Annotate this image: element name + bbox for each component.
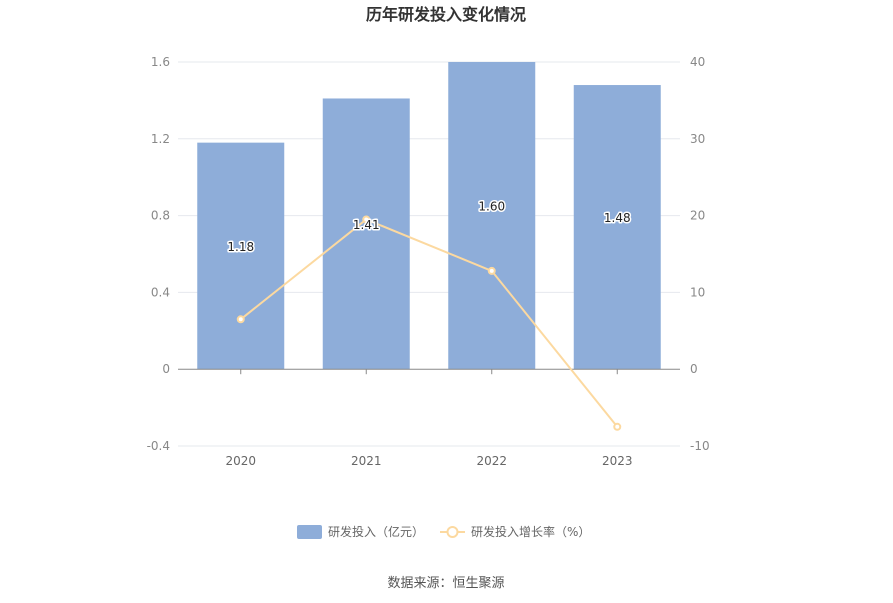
left-tick-label: 0.8 xyxy=(151,209,170,223)
right-tick-label: 20 xyxy=(690,209,705,223)
bar-value-label: 1.60 xyxy=(478,200,505,214)
legend-swatch-marker xyxy=(446,526,459,538)
left-tick-label: 1.6 xyxy=(151,55,170,69)
line-series xyxy=(236,215,622,431)
data-labels: 1.18 1.41 1.60 1.48 xyxy=(226,198,632,255)
right-tick-label: 0 xyxy=(690,362,698,376)
x-tick-label: 2021 xyxy=(351,454,382,468)
left-tick-label: 0 xyxy=(162,362,170,376)
bar-series xyxy=(197,62,661,370)
right-tick-label: -10 xyxy=(690,439,710,453)
bar-value-label: 1.48 xyxy=(604,211,631,225)
line-point xyxy=(613,422,622,431)
right-axis: 40 30 20 10 0 -10 xyxy=(690,55,710,453)
bar xyxy=(197,142,285,370)
right-tick-label: 10 xyxy=(690,285,705,299)
bar xyxy=(448,62,536,370)
left-tick-label: 0.4 xyxy=(151,285,170,299)
legend-label-line: 研发投入增长率（%） xyxy=(471,524,590,539)
legend: 研发投入（亿元） 研发投入增长率（%） xyxy=(297,524,590,539)
growth-line xyxy=(240,218,619,428)
bar-value-label: 1.18 xyxy=(227,240,254,254)
left-tick-label: -0.4 xyxy=(147,439,170,453)
line-point xyxy=(236,315,245,324)
source-note: 数据来源：恒生聚源 xyxy=(387,576,504,591)
x-tick-label: 2023 xyxy=(602,454,633,468)
chart-title: 历年研发投入变化情况 xyxy=(366,5,526,24)
bar xyxy=(322,98,410,370)
left-tick-label: 1.2 xyxy=(151,132,170,146)
bar-value-label: 1.41 xyxy=(353,218,380,232)
legend-swatch-bar xyxy=(297,525,322,539)
x-tick-label: 2022 xyxy=(476,454,507,468)
line-point xyxy=(487,266,496,275)
line-point xyxy=(362,215,371,224)
bar xyxy=(573,85,661,370)
x-axis: 2020 2021 2022 2023 xyxy=(178,368,680,468)
legend-label-bar: 研发投入（亿元） xyxy=(328,524,424,539)
x-tick-label: 2020 xyxy=(225,454,256,468)
right-tick-label: 40 xyxy=(690,55,705,69)
left-axis: 1.6 1.2 0.8 0.4 0 -0.4 xyxy=(147,55,170,453)
right-tick-label: 30 xyxy=(690,132,705,146)
